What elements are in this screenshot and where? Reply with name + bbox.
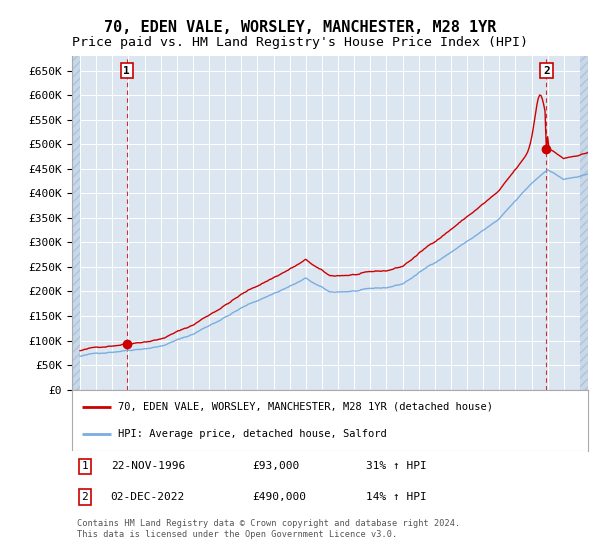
Bar (72, 56, 80, 390)
Text: 22-NOV-1996: 22-NOV-1996 (110, 461, 185, 472)
Text: 2: 2 (543, 66, 550, 76)
Text: 02-DEC-2022: 02-DEC-2022 (110, 492, 185, 502)
Bar (580, 56, 588, 390)
Text: 70, EDEN VALE, WORSLEY, MANCHESTER, M28 1YR: 70, EDEN VALE, WORSLEY, MANCHESTER, M28 … (104, 20, 496, 35)
Text: Contains HM Land Registry data © Crown copyright and database right 2024.
This d: Contains HM Land Registry data © Crown c… (77, 519, 460, 539)
Text: 14% ↑ HPI: 14% ↑ HPI (366, 492, 427, 502)
Text: 1: 1 (124, 66, 130, 76)
Text: HPI: Average price, detached house, Salford: HPI: Average price, detached house, Salf… (118, 429, 387, 439)
Text: 70, EDEN VALE, WORSLEY, MANCHESTER, M28 1YR (detached house): 70, EDEN VALE, WORSLEY, MANCHESTER, M28 … (118, 402, 493, 412)
Text: 31% ↑ HPI: 31% ↑ HPI (366, 461, 427, 472)
Text: £490,000: £490,000 (253, 492, 307, 502)
Text: £93,000: £93,000 (253, 461, 300, 472)
Text: 1: 1 (82, 461, 88, 472)
Text: 2: 2 (82, 492, 88, 502)
Text: Price paid vs. HM Land Registry's House Price Index (HPI): Price paid vs. HM Land Registry's House … (72, 36, 528, 49)
